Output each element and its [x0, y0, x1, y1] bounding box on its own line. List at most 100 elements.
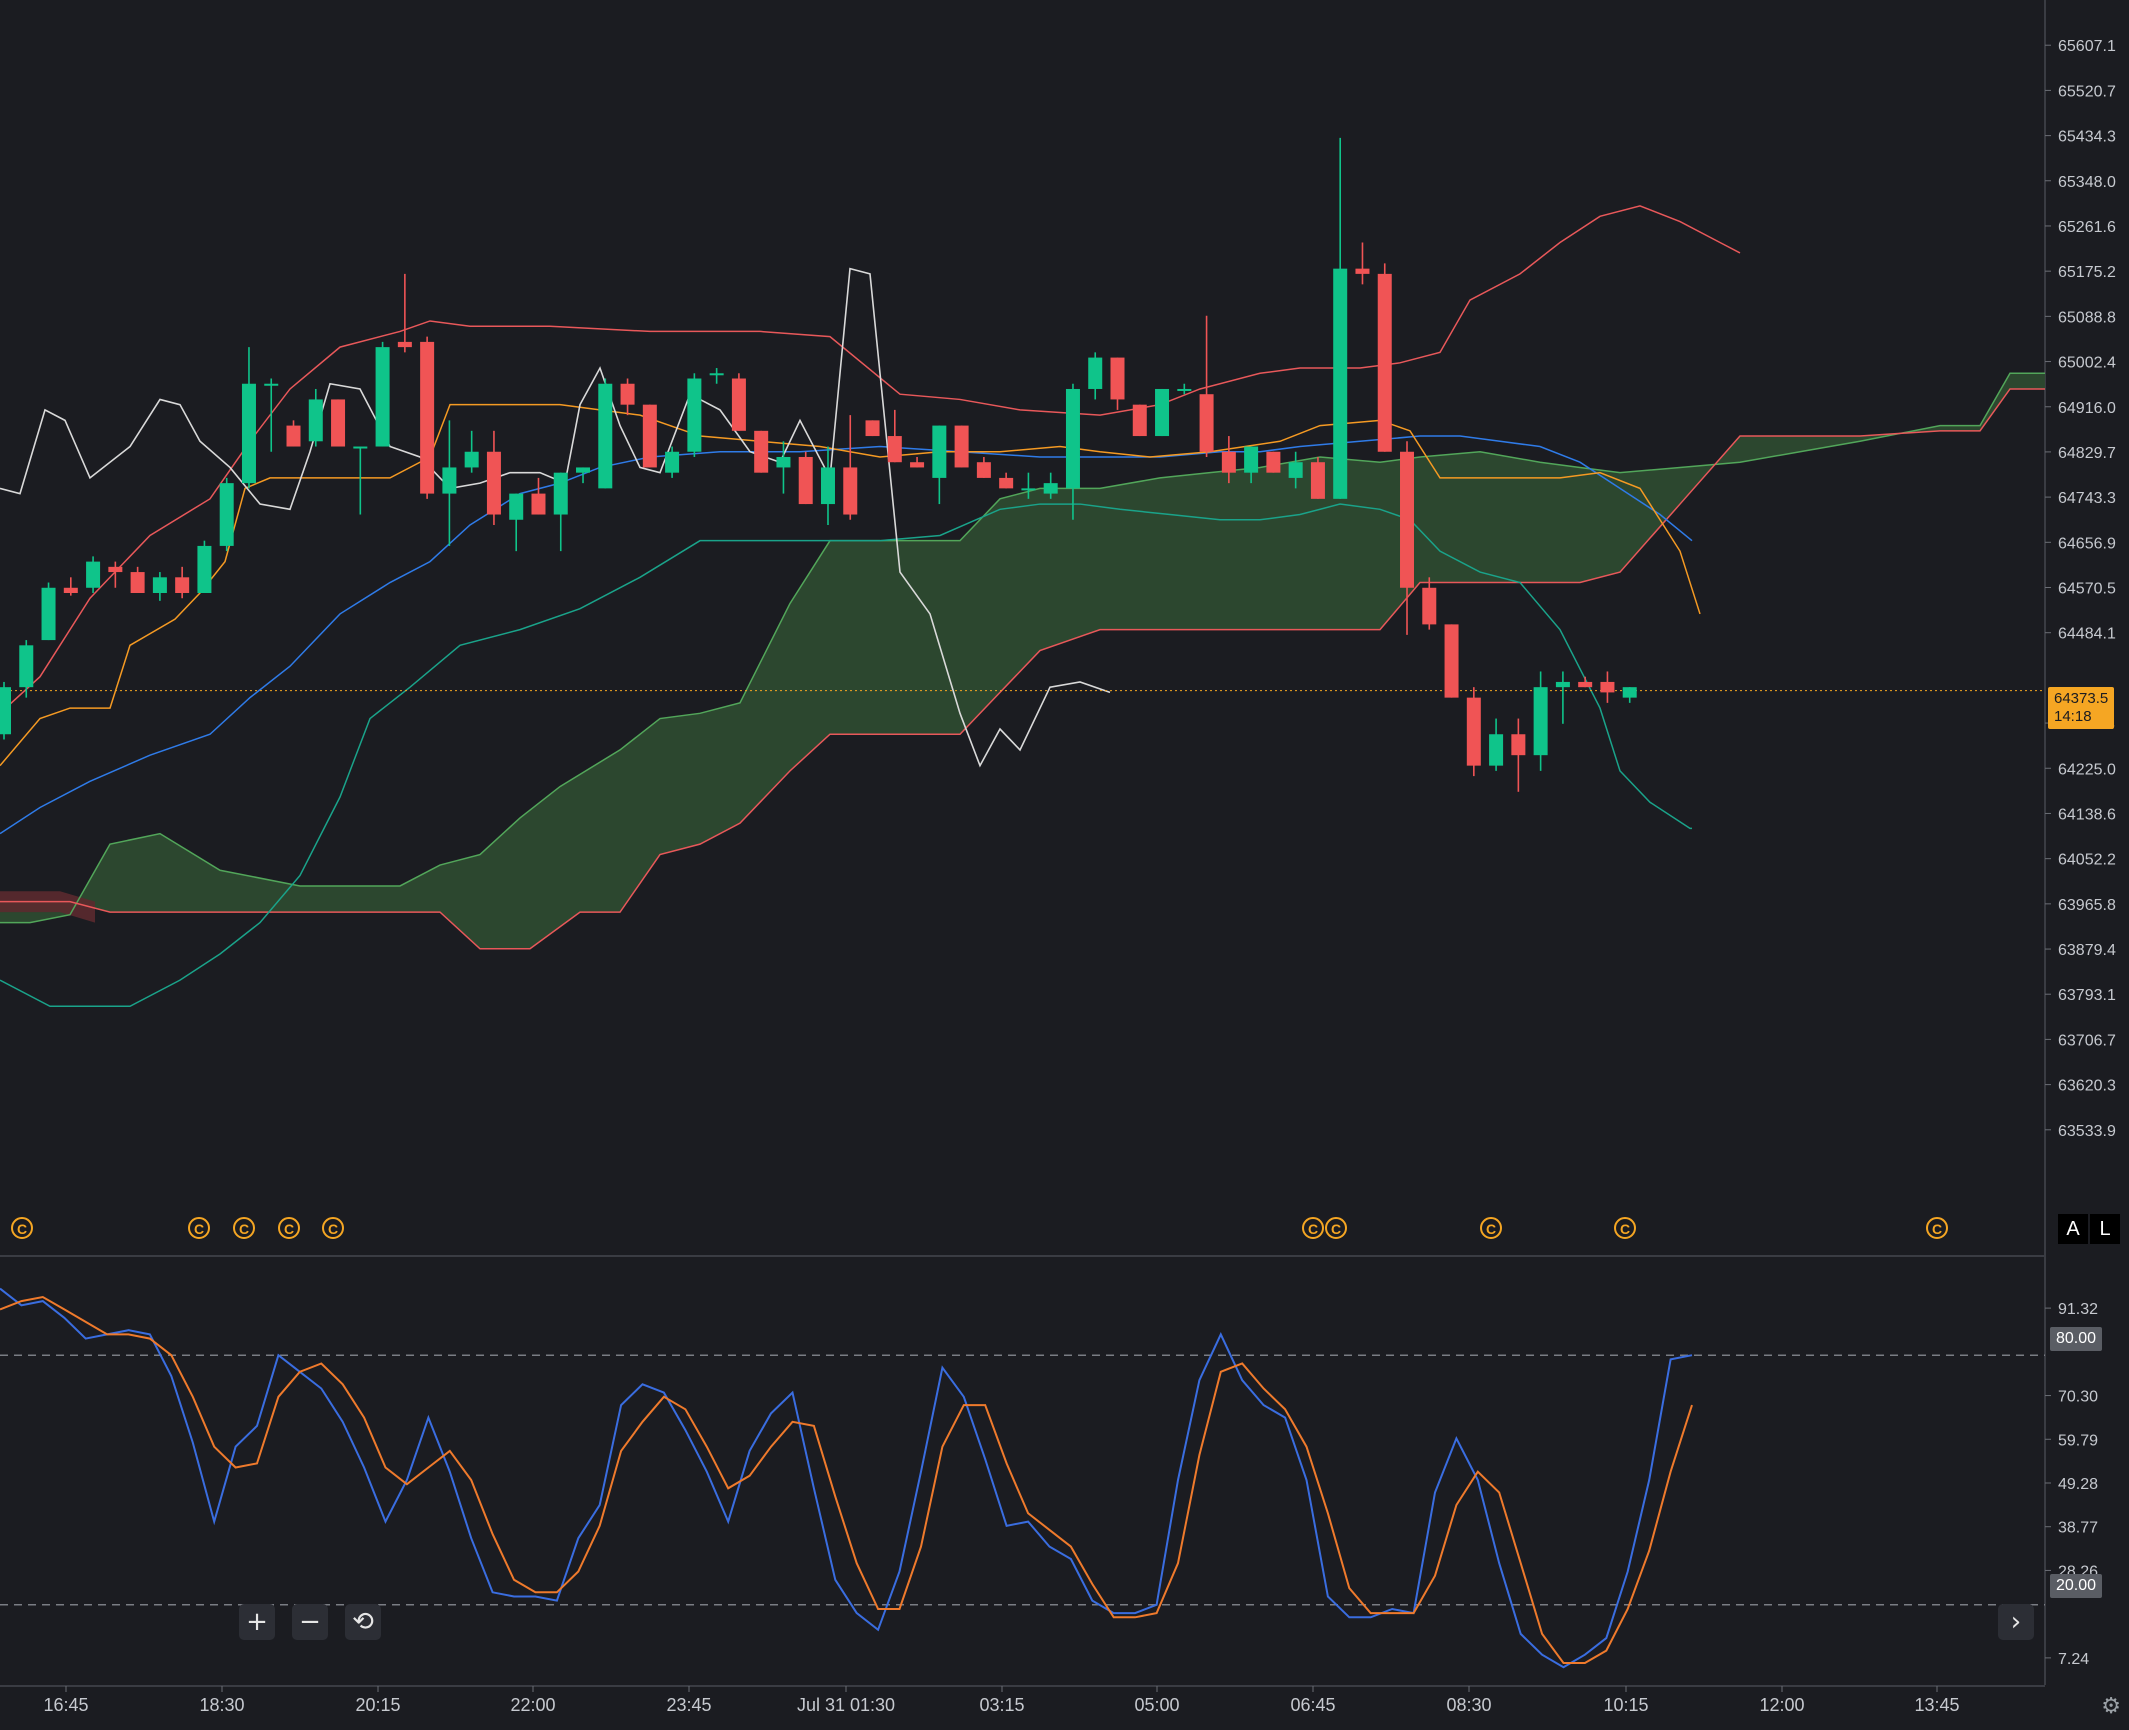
candle-body: [1288, 462, 1303, 478]
event-marker-circle: [1325, 1217, 1347, 1239]
osc-tick-label: 91.32: [2058, 1301, 2098, 1318]
candle-body: [1511, 734, 1526, 756]
candle-body: [1043, 483, 1058, 494]
time-tick-label: 18:30: [199, 1695, 244, 1715]
price-tick-label: 63706.7: [2058, 1032, 2116, 1049]
price-tick-label: 65434.3: [2058, 129, 2116, 146]
candle-body: [442, 467, 457, 494]
candle-body: [754, 430, 769, 473]
candle-body: [219, 483, 234, 546]
candle-body: [397, 341, 412, 348]
price-tick-label: 65520.7: [2058, 83, 2116, 100]
reset-view-button[interactable]: ⟲: [345, 1604, 381, 1640]
time-tick-label: 23:45: [666, 1695, 711, 1715]
stoch-level-upper-tag: 80.00: [2050, 1327, 2103, 1351]
candle-body: [1377, 273, 1392, 452]
candle-body: [1400, 451, 1415, 588]
price-tick-label: 65175.2: [2058, 264, 2116, 281]
log-scale-button[interactable]: L: [2090, 1214, 2120, 1244]
event-marker-icon: C: [1325, 1217, 1347, 1239]
candle-body: [86, 561, 101, 588]
senkou-span-b: [0, 388, 2045, 950]
event-marker-circle: [1926, 1217, 1948, 1239]
price-tick-label: 65088.8: [2058, 309, 2116, 326]
price-tick-label: 64656.9: [2058, 535, 2116, 552]
candle-body: [353, 446, 368, 449]
time-tick-label: 22:00: [510, 1695, 555, 1715]
osc-tick-label: 49.28: [2058, 1476, 2098, 1493]
price-tick-label: 64570.5: [2058, 581, 2116, 598]
candle-body: [41, 587, 56, 641]
event-marker-icon: C: [1926, 1217, 1948, 1239]
event-marker-label: C: [1308, 1221, 1318, 1237]
candle-body: [776, 456, 791, 468]
price-tick-label: 63620.3: [2058, 1078, 2116, 1095]
time-tick-label: 05:00: [1134, 1695, 1179, 1715]
event-marker-icon: C: [278, 1217, 300, 1239]
bollinger-lower: [0, 503, 1692, 1008]
candle-body: [241, 383, 256, 484]
candle-body: [1422, 587, 1437, 625]
candle-body: [286, 425, 301, 447]
price-tick-label: 63793.1: [2058, 987, 2116, 1004]
scroll-right-button[interactable]: ›: [1998, 1604, 2034, 1640]
candle-body: [999, 477, 1014, 489]
event-marker-circle: [322, 1217, 344, 1239]
time-tick-label: 03:15: [979, 1695, 1024, 1715]
zoom-out-button[interactable]: −: [292, 1604, 328, 1640]
event-marker-icon: C: [1302, 1217, 1324, 1239]
time-tick-label: 13:45: [1914, 1695, 1959, 1715]
candle-body: [1310, 462, 1325, 499]
candle-body: [553, 472, 568, 515]
candle-body: [576, 467, 591, 473]
candle-body: [1221, 451, 1236, 473]
candle-body: [1244, 446, 1259, 473]
price-tick-label: 65002.4: [2058, 355, 2116, 372]
candle-body: [509, 493, 524, 520]
candle-body: [464, 451, 479, 468]
event-marker-icon: C: [233, 1217, 255, 1239]
event-marker-circle: [233, 1217, 255, 1239]
candle-body: [731, 378, 746, 431]
candle-body: [308, 399, 323, 442]
candle-body: [1444, 624, 1459, 698]
candle-body: [1622, 687, 1637, 698]
price-tick-label: 64138.6: [2058, 806, 2116, 823]
candle-body: [63, 587, 78, 593]
candle-body: [197, 545, 212, 593]
candle-body: [331, 399, 346, 447]
candle-body: [19, 645, 34, 688]
candle-body: [1132, 404, 1147, 437]
candle-body: [1555, 681, 1570, 688]
candle-body: [887, 436, 902, 463]
time-tick-label: 08:30: [1446, 1695, 1491, 1715]
current-price-value: 64373.5: [2054, 690, 2109, 707]
candle-body: [1466, 697, 1481, 766]
event-marker-circle: [188, 1217, 210, 1239]
price-tick-label: 65261.6: [2058, 219, 2116, 236]
price-tick-label: 64484.1: [2058, 626, 2116, 643]
price-tick-label: 63533.9: [2058, 1123, 2116, 1140]
osc-tick-label: 70.30: [2058, 1389, 2098, 1406]
candle-body: [1155, 388, 1170, 437]
price-tick-label: 65348.0: [2058, 174, 2116, 191]
event-marker-label: C: [1331, 1221, 1341, 1237]
candle-body: [1266, 451, 1281, 473]
candle-body: [954, 425, 969, 468]
candle-body: [152, 577, 167, 593]
candle-body: [1021, 488, 1036, 491]
candle-body: [820, 467, 835, 505]
settings-gear-icon[interactable]: ⚙: [2101, 1694, 2121, 1719]
candle-body: [665, 451, 680, 473]
auto-scale-button[interactable]: A: [2058, 1214, 2088, 1244]
candle-body: [709, 373, 724, 376]
candle-body: [620, 383, 635, 405]
zoom-in-button[interactable]: +: [239, 1604, 275, 1640]
event-marker-circle: [278, 1217, 300, 1239]
ichimoku-cloud: [0, 373, 2045, 949]
price-tick-label: 64743.3: [2058, 490, 2116, 507]
price-tick-label: 64916.0: [2058, 400, 2116, 417]
candle-body: [1600, 681, 1615, 693]
